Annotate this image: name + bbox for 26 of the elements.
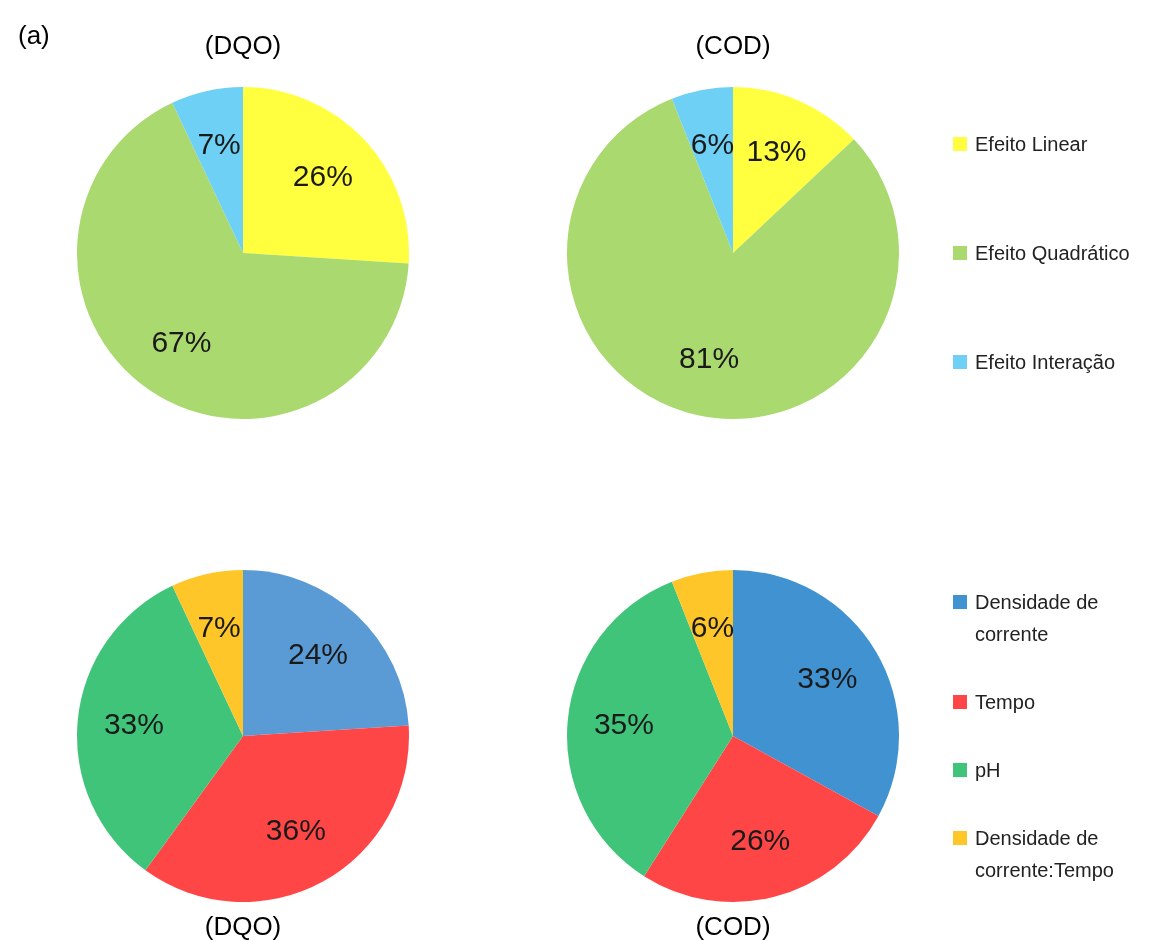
- data-label: 13%: [746, 133, 807, 167]
- data-label: 7%: [197, 610, 241, 644]
- chart-title: (COD): [694, 30, 772, 61]
- legend-label: Efeito Linear: [975, 132, 1088, 157]
- data-label: 26%: [292, 159, 353, 193]
- data-label: 6%: [690, 126, 735, 160]
- data-label: 67%: [151, 324, 212, 358]
- legend-label: Densidade de corrente: [975, 590, 1100, 647]
- text: (a): [18, 20, 50, 51]
- chart-title: (DQO): [204, 30, 282, 60]
- data-label: 7%: [197, 127, 241, 161]
- data-label: 35%: [593, 706, 654, 740]
- data-label: 33%: [103, 706, 164, 740]
- data-label: 26%: [730, 823, 791, 857]
- legend-label: Tempo: [975, 690, 1036, 715]
- legend-label: Efeito Quadrático: [975, 241, 1130, 266]
- legend-label: pH: [975, 758, 1001, 783]
- data-label: 33%: [797, 661, 858, 695]
- text: (COD): [694, 911, 772, 941]
- data-label: 6%: [690, 609, 735, 643]
- data-label: 81%: [679, 341, 740, 375]
- data-label: 36%: [265, 813, 326, 847]
- data-label: 24%: [287, 637, 349, 671]
- text: (DQO): [203, 911, 283, 941]
- legend-label: Densidade de corrente:Tempo: [975, 826, 1115, 883]
- legend-label: Efeito Interação: [975, 350, 1116, 375]
